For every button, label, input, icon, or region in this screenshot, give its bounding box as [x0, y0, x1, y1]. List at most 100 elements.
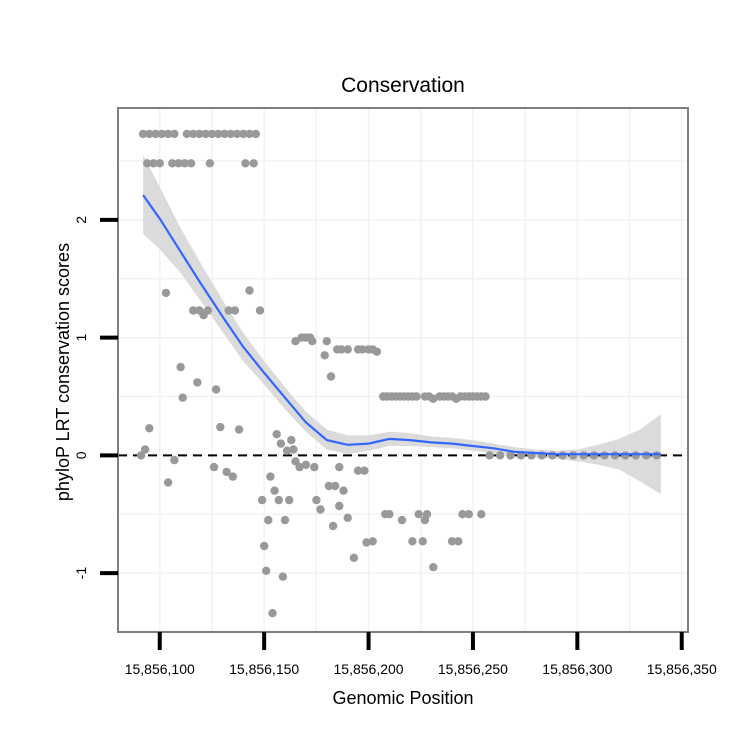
data-point [337, 345, 346, 354]
data-point [276, 439, 286, 448]
data-point [136, 451, 146, 460]
data-point [226, 129, 235, 139]
data-point [209, 462, 219, 472]
smooth-fit-line [142, 194, 661, 456]
data-point [270, 486, 279, 495]
data-point [621, 451, 630, 460]
data-point [168, 159, 177, 168]
data-point [289, 445, 298, 454]
data-point [234, 425, 244, 434]
data-point [241, 159, 250, 168]
data-point [339, 486, 348, 495]
data-point [255, 306, 265, 315]
data-point [414, 510, 423, 519]
data-point [174, 159, 183, 168]
data-point [291, 457, 300, 466]
data-point [224, 306, 233, 315]
data-point [266, 472, 275, 481]
data-point [245, 286, 254, 295]
data-point [631, 451, 640, 460]
data-point [145, 424, 154, 433]
y-tick-label: 0 [73, 451, 89, 459]
data-point [558, 451, 567, 460]
data-point [189, 306, 198, 315]
data-point [385, 510, 394, 519]
data-point [207, 129, 217, 139]
data-point [143, 159, 152, 168]
data-point [176, 362, 185, 372]
data-point [610, 451, 620, 460]
data-point [216, 422, 225, 432]
data-point [353, 466, 363, 475]
data-point [274, 495, 283, 505]
data-point [239, 129, 248, 139]
data-point [272, 430, 281, 439]
data-point [189, 129, 198, 139]
data-point [589, 451, 599, 460]
data-point [280, 515, 290, 525]
data-point [140, 445, 150, 454]
data-point [495, 451, 505, 460]
data-point [163, 478, 173, 487]
data-point [569, 451, 578, 460]
data-point [316, 505, 325, 514]
data-point [368, 537, 377, 546]
data-point [295, 462, 304, 472]
data-point [343, 513, 352, 522]
data-point [170, 455, 179, 465]
data-point [157, 129, 166, 139]
data-point [464, 510, 473, 519]
data-point [268, 609, 277, 618]
confidence-band [143, 155, 661, 495]
y-tick-label: 1 [73, 333, 89, 341]
x-tick-label: 15,856,100 [125, 661, 195, 677]
data-point [222, 467, 231, 477]
data-point [201, 129, 210, 139]
data-point [291, 337, 300, 346]
data-point [149, 159, 158, 168]
data-point [287, 435, 296, 445]
chart-title: Conservation [341, 74, 465, 97]
data-point [257, 495, 267, 505]
data-point [308, 337, 317, 346]
data-point [335, 501, 344, 511]
y-axis: -1 0 1 2 [73, 216, 118, 580]
data-point [260, 541, 269, 551]
data-point [349, 553, 359, 562]
data-point [230, 306, 240, 315]
data-point [652, 451, 661, 460]
data-point [485, 451, 494, 460]
plot-panel-border [117, 107, 689, 633]
data-point [458, 510, 467, 519]
data-point [397, 515, 407, 525]
data-point [372, 347, 382, 356]
gridlines [118, 108, 688, 632]
data-point [301, 333, 311, 342]
data-point [360, 466, 369, 475]
data-point [335, 462, 344, 472]
data-point [548, 451, 557, 460]
data-point [182, 129, 192, 139]
data-point [251, 129, 260, 139]
data-point [310, 462, 319, 472]
data-point [220, 129, 229, 139]
data-point [214, 129, 223, 139]
data-point [324, 481, 334, 491]
data-point [155, 159, 164, 168]
data-point [282, 446, 292, 455]
data-point [195, 129, 204, 139]
data-point [264, 515, 273, 525]
data-point [193, 378, 202, 387]
y-axis-title: phyloP LRT conservation scores [53, 243, 73, 501]
data-point [228, 472, 237, 481]
x-tick-label: 15,856,350 [647, 661, 717, 677]
x-axis-title: Genomic Position [332, 688, 473, 708]
y-tick-label: -1 [73, 567, 89, 580]
data-point [447, 537, 457, 546]
data-point [186, 159, 196, 168]
data-point [477, 510, 486, 519]
data-point [161, 288, 171, 298]
data-point [330, 481, 340, 491]
data-point [180, 159, 189, 168]
